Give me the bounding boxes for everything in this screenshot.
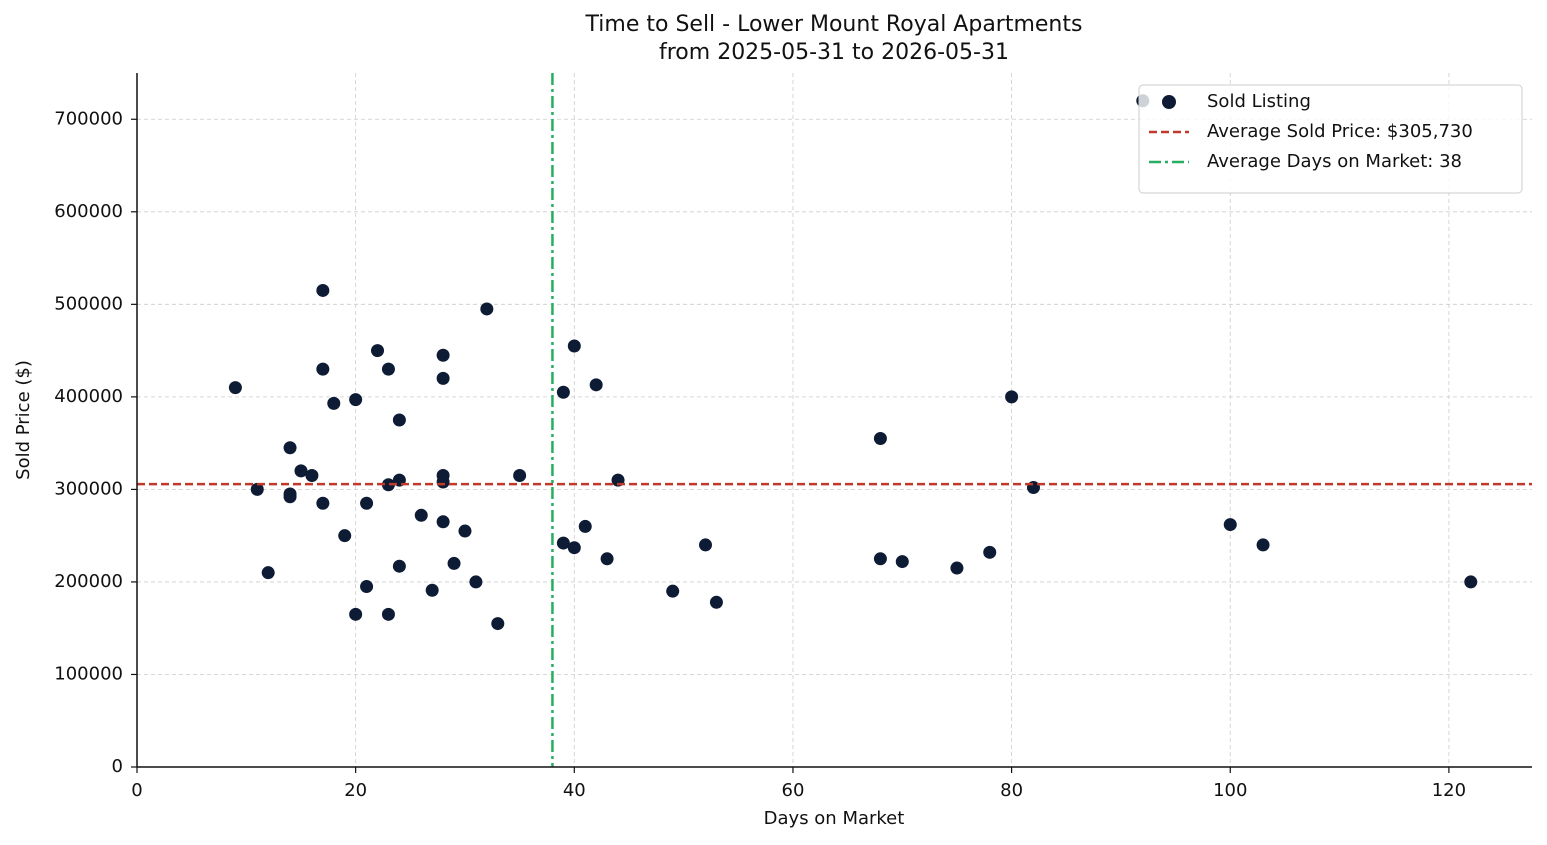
point xyxy=(513,469,527,483)
point xyxy=(873,552,887,566)
legend-box xyxy=(1138,84,1523,194)
legend-label: Sold Listing xyxy=(1207,91,1311,112)
point xyxy=(469,575,483,589)
x-tick-label: 100 xyxy=(1213,780,1247,801)
point xyxy=(709,595,723,609)
point xyxy=(338,529,352,543)
point xyxy=(436,515,450,529)
point xyxy=(327,396,341,410)
point xyxy=(436,348,450,362)
point xyxy=(283,490,297,504)
point xyxy=(567,339,581,353)
point xyxy=(305,469,319,483)
x-tick-label: 60 xyxy=(782,780,805,801)
point xyxy=(458,524,472,538)
point xyxy=(1256,538,1270,552)
point xyxy=(556,536,570,550)
point xyxy=(414,508,428,522)
point xyxy=(392,413,406,427)
point xyxy=(261,566,275,580)
point xyxy=(578,519,592,533)
point xyxy=(895,555,909,569)
x-tick-label: 20 xyxy=(344,780,367,801)
point xyxy=(480,302,494,316)
point xyxy=(589,378,603,392)
point xyxy=(491,617,505,631)
y-tick-label: 200000 xyxy=(54,571,123,592)
point xyxy=(698,538,712,552)
plot-area xyxy=(137,73,1532,767)
point xyxy=(360,496,374,510)
x-tick-label: 120 xyxy=(1432,780,1466,801)
y-tick-label: 500000 xyxy=(54,293,123,314)
y-tick-label: 0 xyxy=(112,756,123,777)
point xyxy=(447,556,461,570)
point xyxy=(250,482,264,496)
y-axis-label: Sold Price ($) xyxy=(13,360,34,480)
y-tick-label: 700000 xyxy=(54,108,123,129)
chart-subtitle: from 2025-05-31 to 2026-05-31 xyxy=(659,40,1009,65)
point xyxy=(983,545,997,559)
point xyxy=(316,362,330,376)
point xyxy=(392,559,406,573)
legend-label: Average Sold Price: $305,730 xyxy=(1207,121,1473,142)
point xyxy=(1223,518,1237,532)
point xyxy=(567,541,581,555)
point xyxy=(873,432,887,446)
point xyxy=(556,385,570,399)
x-tick-label: 0 xyxy=(131,780,142,801)
point xyxy=(371,344,385,358)
point xyxy=(600,552,614,566)
point xyxy=(381,362,395,376)
point xyxy=(381,478,395,492)
point xyxy=(436,475,450,489)
point xyxy=(1005,390,1019,404)
point xyxy=(666,584,680,598)
point xyxy=(349,607,363,621)
point xyxy=(294,464,308,478)
y-tick-label: 100000 xyxy=(54,663,123,684)
legend-label: Average Days on Market: 38 xyxy=(1207,151,1462,172)
y-tick-label: 600000 xyxy=(54,201,123,222)
point xyxy=(316,283,330,297)
point xyxy=(425,583,439,597)
y-tick-label: 400000 xyxy=(54,386,123,407)
point xyxy=(381,607,395,621)
x-tick-label: 80 xyxy=(1000,780,1023,801)
point xyxy=(349,393,363,407)
chart-title: Time to Sell - Lower Mount Royal Apartme… xyxy=(585,12,1083,37)
y-tick-label: 300000 xyxy=(54,478,123,499)
point xyxy=(1464,575,1478,589)
point xyxy=(228,381,242,395)
legend-marker xyxy=(1162,95,1176,109)
point xyxy=(360,580,374,594)
point xyxy=(436,371,450,385)
point xyxy=(283,441,297,455)
point xyxy=(950,561,964,575)
point xyxy=(316,496,330,510)
x-axis-label: Days on Market xyxy=(764,808,905,829)
x-tick-label: 40 xyxy=(563,780,586,801)
legend: Sold Listing Average Sold Price: $305,730… xyxy=(1138,84,1523,194)
